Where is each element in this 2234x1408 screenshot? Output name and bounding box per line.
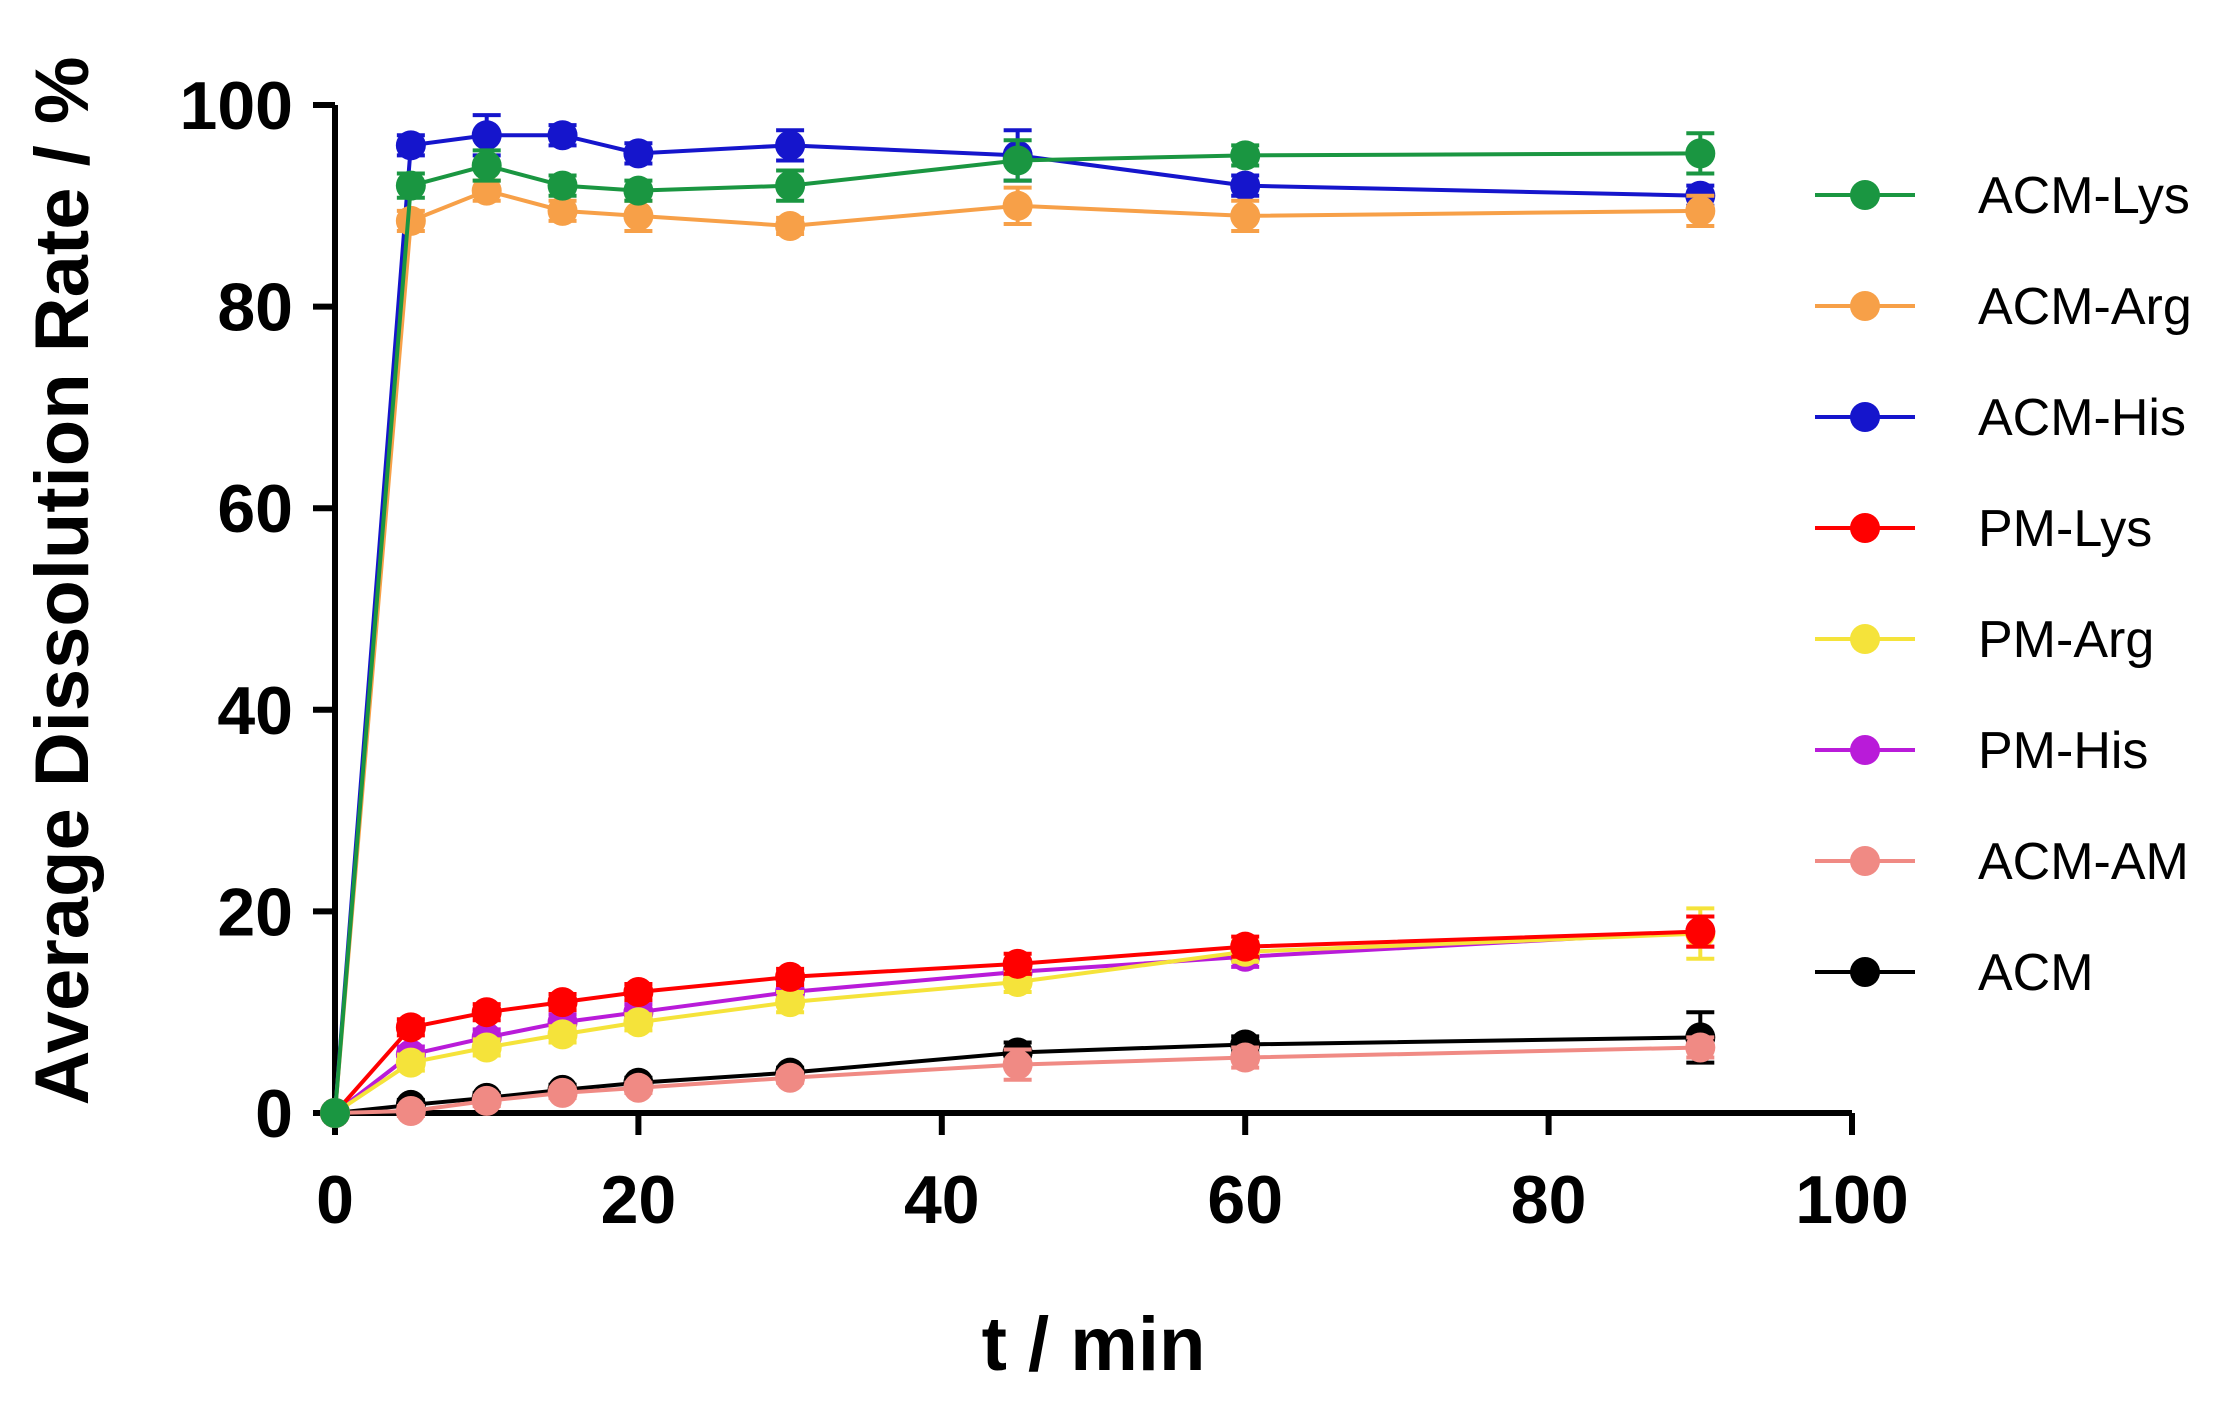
data-point — [547, 987, 578, 1018]
data-point — [623, 1072, 654, 1103]
legend-marker — [1850, 735, 1880, 765]
data-point — [1002, 1049, 1033, 1080]
data-point — [1230, 200, 1261, 231]
x-tick-label: 40 — [904, 1162, 980, 1238]
data-point — [320, 1098, 350, 1128]
data-point — [547, 195, 578, 226]
series-acm-am — [320, 1032, 1716, 1128]
data-point — [395, 170, 426, 201]
legend-marker — [1850, 624, 1880, 654]
data-point — [547, 1019, 578, 1050]
legend-label: PM-Arg — [1978, 611, 2154, 669]
axes — [332, 105, 1852, 1116]
data-point — [775, 987, 806, 1018]
x-tick-label: 0 — [316, 1162, 354, 1238]
legend-label: ACM-AM — [1978, 833, 2189, 891]
data-point — [1230, 170, 1261, 201]
y-tick-label: 80 — [217, 270, 293, 346]
legend-item: ACM-Arg — [1815, 278, 2192, 336]
data-point — [395, 1047, 426, 1078]
y-tick-label: 40 — [217, 673, 293, 749]
x-tick-label: 100 — [1795, 1162, 1908, 1238]
legend-marker — [1850, 846, 1880, 876]
legend-item: ACM — [1815, 944, 2094, 1002]
series-acm-lys — [320, 131, 1716, 1128]
x-tick-label: 80 — [1511, 1162, 1587, 1238]
legend-label: PM-Lys — [1978, 500, 2152, 558]
legend-label: ACM-Arg — [1978, 278, 2192, 336]
series-acm-arg — [320, 175, 1716, 1128]
y-tick-label: 0 — [255, 1076, 293, 1152]
legend-label: PM-His — [1978, 722, 2148, 780]
data-point — [1685, 916, 1716, 947]
legend-label: ACM-His — [1978, 389, 2186, 447]
data-point — [775, 130, 806, 161]
legend-item: ACM-Lys — [1815, 167, 2190, 225]
legend-marker — [1850, 402, 1880, 432]
data-point — [775, 1062, 806, 1093]
series-layer — [320, 113, 1716, 1128]
data-point — [1230, 1042, 1261, 1073]
x-axis-title: t / min — [982, 1302, 1206, 1387]
data-point — [395, 1095, 426, 1126]
legend: ACM-Lys ACM-Arg ACM-His PM-Lys PM-Arg PM-His A… — [1815, 167, 2192, 1002]
x-tick-label: 60 — [1207, 1162, 1283, 1238]
legend-marker — [1850, 180, 1880, 210]
legend-marker — [1850, 513, 1880, 543]
data-point — [547, 1077, 578, 1108]
data-point — [395, 205, 426, 236]
data-point — [471, 175, 502, 206]
data-point — [471, 1032, 502, 1063]
data-point — [395, 1012, 426, 1043]
data-point — [775, 210, 806, 241]
y-tick-label: 60 — [217, 471, 293, 547]
data-point — [1685, 138, 1716, 169]
data-point — [471, 150, 502, 181]
data-point — [623, 200, 654, 231]
legend-item: ACM-His — [1815, 389, 2186, 447]
legend-item: PM-His — [1815, 722, 2148, 780]
legend-marker — [1850, 957, 1880, 987]
data-point — [547, 170, 578, 201]
x-tick-label: 20 — [601, 1162, 677, 1238]
data-point — [1002, 948, 1033, 979]
data-point — [623, 1007, 654, 1038]
data-point — [1230, 931, 1261, 962]
legend-label: ACM — [1978, 944, 2094, 1002]
legend-label: ACM-Lys — [1978, 167, 2190, 225]
data-point — [395, 130, 426, 161]
series-pm-lys — [320, 914, 1716, 1128]
y-tick-label: 20 — [217, 874, 293, 950]
legend-item: ACM-AM — [1815, 833, 2189, 891]
legend-item: PM-Arg — [1815, 611, 2154, 669]
ticks: 0 20 40 60 80 100 0 20 40 60 80 100 — [180, 68, 1909, 1238]
data-point — [623, 138, 654, 169]
data-point — [1002, 145, 1033, 176]
data-point — [1685, 195, 1716, 226]
legend-marker — [1850, 291, 1880, 321]
data-point — [1685, 1032, 1716, 1063]
data-point — [623, 175, 654, 206]
y-axis-title: Average Dissolution Rate / % — [20, 57, 105, 1106]
y-tick-label: 100 — [180, 68, 293, 144]
data-point — [1002, 190, 1033, 221]
data-point — [623, 977, 654, 1008]
data-point — [471, 120, 502, 151]
data-point — [547, 120, 578, 151]
data-point — [471, 997, 502, 1028]
data-point — [775, 961, 806, 992]
legend-item: PM-Lys — [1815, 500, 2152, 558]
data-point — [1230, 140, 1261, 171]
data-point — [471, 1085, 502, 1116]
data-point — [775, 170, 806, 201]
